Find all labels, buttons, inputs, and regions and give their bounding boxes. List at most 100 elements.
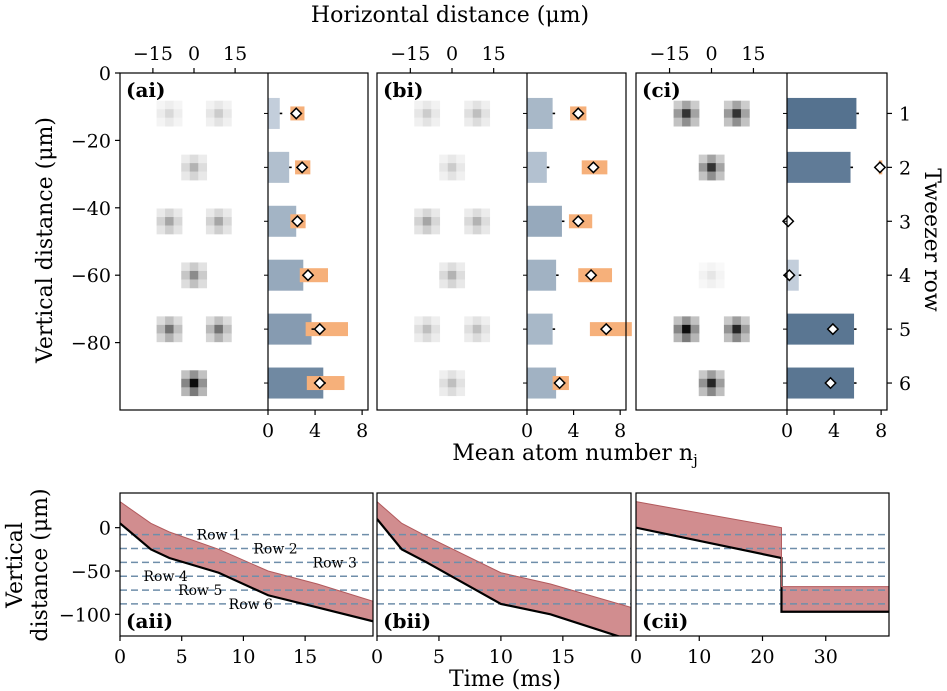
heatmap-pixel-(ai)-7 (214, 333, 224, 343)
heatmap-pixel-(bi)-5 (456, 279, 466, 289)
heatmap-pixel-(bi)-3 (431, 217, 441, 226)
fills-layer (120, 97, 889, 636)
heatmap-pixel-(ci)-5 (698, 270, 708, 280)
band-edge-(cii) (636, 501, 889, 588)
heatmap-pixel-(bi)-0 (431, 117, 441, 127)
heatmap-pixel-(bi)-2 (439, 163, 449, 172)
heatmap-pixel-(ai)-1 (214, 117, 224, 127)
heatmap-pixel-(ai)-1 (222, 117, 232, 127)
heatmap-pixel-(ai)-0 (165, 117, 174, 127)
heatmap-pixel-(bi)-3 (414, 225, 424, 235)
heatmap-pixel-(ai)-0 (156, 117, 166, 127)
band-edge-(bii) (377, 501, 631, 608)
heatmap-pixel-(bi)-6 (422, 324, 432, 334)
heatmap-pixel-(bi)-2 (447, 154, 457, 164)
heatmap-pixel-(bi)-2 (456, 154, 466, 164)
top-x-tick-label: 15 (741, 43, 765, 65)
heatmap-pixel-(bi)-5 (439, 262, 449, 272)
heatmap-pixel-(ai)-3 (173, 225, 183, 235)
heatmap-pixel-(ai)-4 (205, 225, 215, 235)
heatmap-pixel-(bi)-4 (464, 208, 474, 218)
bottom-x-tick-label: 5 (176, 646, 188, 668)
left-y-tick-label: −60 (71, 265, 111, 287)
panel-frame-(bi) (376, 72, 627, 411)
heatmap-pixel-(ai)-7 (205, 333, 215, 343)
bar-(ai) bars-row-4 (268, 259, 304, 291)
bottom-y-tick-label: −100 (59, 604, 111, 626)
heatmap-pixel-(ci)-1 (732, 109, 742, 118)
top-x-tick-label: −15 (650, 43, 690, 65)
heatmap-pixel-(ci)-1 (740, 117, 750, 127)
row-label-4: Row 4 (144, 569, 188, 585)
heatmap-pixel-(bi)-7 (472, 333, 482, 343)
bar-(ci) bars-row-6 (787, 367, 855, 399)
heatmap-pixel-(ci)-7 (723, 333, 733, 343)
diamond-marker-1 (571, 107, 585, 120)
tweezer-band-(cii) (636, 501, 889, 612)
bar-x-tick-label: 4 (568, 420, 580, 442)
heatmap-pixel-(bi)-1 (464, 109, 474, 118)
heatmap-pixel-(ci)-0 (690, 100, 700, 110)
heatmap-pixel-(ci)-7 (740, 333, 750, 343)
bar-x-tick-label: 4 (309, 420, 321, 442)
heatmap-pixel-(ci)-2 (707, 154, 717, 164)
panel-title-(ai): (ai) (126, 78, 165, 102)
heatmap-pixel-(bi)-8 (447, 387, 457, 397)
bottom-x-tick-label: 0 (371, 646, 383, 668)
heatmap-pixel-(bi)-1 (481, 109, 491, 118)
heatmap-pixel-(ai)-2 (181, 163, 191, 172)
heatmap-pixel-(ai)-5 (189, 279, 199, 289)
heatmap-pixel-(bi)-0 (422, 100, 432, 110)
heatmap-pixel-(ci)-2 (707, 163, 717, 172)
left-y-tick-label: −40 (71, 198, 111, 220)
bar-(bi) bars-row-4 (527, 259, 557, 291)
bottom-x-tick-label: 10 (687, 646, 711, 668)
bottom-x-tick-label: 30 (814, 646, 838, 668)
heatmap-pixel-(ci)-5 (715, 262, 725, 272)
heatmap-pixel-(ci)-2 (698, 171, 708, 181)
bottom-x-tick-label: 5 (433, 646, 445, 668)
heatmap-pixel-(bi)-8 (439, 370, 449, 380)
heatmap-pixel-(bi)-2 (439, 171, 449, 181)
right-row-tick-label: 6 (899, 373, 911, 395)
bottom-y-tick-label: −50 (71, 561, 111, 583)
heatmap-pixel-(ai)-6 (156, 316, 166, 326)
bar-x-tick-label: 8 (614, 420, 626, 442)
heatmap-pixel-(ai)-2 (189, 171, 199, 181)
heatmap-pixel-(bi)-6 (431, 324, 441, 334)
heatmap-pixel-(bi)-4 (481, 208, 491, 218)
bottom-x-tick-label: 15 (293, 646, 317, 668)
heatmap-pixel-(ci)-7 (732, 316, 742, 326)
heatmap-pixel-(ai)-6 (173, 316, 183, 326)
top-x-tick-label: 15 (223, 43, 247, 65)
right-row-tick-label: 4 (899, 265, 911, 287)
heatmap-pixel-(bi)-0 (431, 100, 441, 110)
heatmap-pixel-(bi)-7 (472, 316, 482, 326)
heatmap-pixel-(ci)-0 (682, 100, 691, 110)
left-y-tick-label: −20 (71, 130, 111, 152)
heatmap-pixel-(ci)-0 (690, 109, 700, 118)
heatmap-pixel-(ai)-1 (214, 100, 224, 110)
heatmap-pixel-(ai)-5 (181, 270, 191, 280)
heatmap-pixel-(ai)-1 (214, 109, 224, 118)
heatmap-pixel-(ai)-2 (181, 171, 191, 181)
bar-(ai) bars-row-2 (268, 151, 290, 183)
heatmap-pixel-(bi)-5 (456, 262, 466, 272)
heatmap-pixel-(ai)-2 (198, 171, 208, 181)
bar-x-tick-label: 4 (828, 420, 840, 442)
left-y-tick-label: −80 (71, 333, 111, 355)
panel-title-(ci): (ci) (642, 78, 681, 102)
bottom-x-tick-label: 10 (489, 646, 513, 668)
heatmap-pixel-(bi)-2 (447, 163, 457, 172)
heatmap-pixel-(ai)-6 (156, 333, 166, 343)
heatmap-pixel-(ai)-5 (189, 262, 199, 272)
diamond-marker-5 (599, 322, 613, 336)
heatmap-pixel-(ai)-8 (198, 370, 208, 380)
heatmap-pixel-(bi)-7 (464, 324, 474, 334)
heatmap-pixel-(ai)-4 (214, 225, 224, 235)
bottom-x-tick-label: 0 (630, 646, 642, 668)
heatmap-pixel-(bi)-3 (422, 208, 432, 218)
tweezer-path-(bii) (377, 518, 622, 636)
bar-x-tick-label: 8 (356, 420, 368, 442)
tweezer-band-(bii) (377, 501, 631, 636)
